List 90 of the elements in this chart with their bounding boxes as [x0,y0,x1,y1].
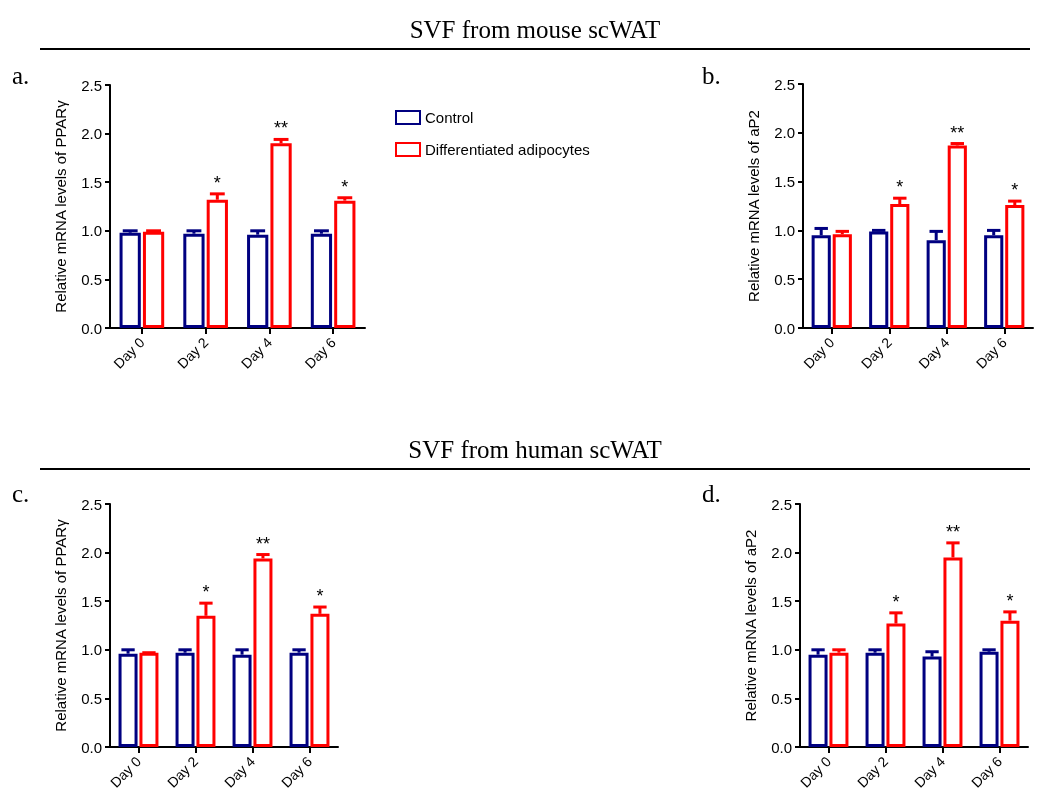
y-tick-label: 0.5 [81,270,102,288]
x-tick-label: Day 0 [797,753,835,791]
x-tick-label: Day 0 [107,753,145,791]
y-tick-label: 1.0 [81,222,102,240]
y-tick-label: 1.5 [771,592,792,610]
x-tick-label: Day 6 [301,334,339,372]
bar [118,653,138,747]
chart-subtitle: a. [12,62,30,90]
x-tick-label: Day 2 [857,334,896,372]
y-axis-title: Relative mRNA levels of PPARγ [52,518,69,732]
bar [183,233,205,328]
bar [979,651,999,747]
y-tick-label: 0.0 [774,319,795,337]
chart-subtitle: b. [702,62,721,90]
y-tick-label: 2.0 [81,125,102,143]
bar [289,652,309,747]
bar [334,200,356,328]
bar [310,613,330,747]
y-tick-label: 2.5 [771,495,792,513]
chart-subtitle: c. [12,480,30,508]
bar [139,652,159,747]
annotation: ** [945,521,960,542]
bar [808,654,828,747]
y-tick-label: 0.0 [81,738,102,756]
bar [1005,205,1025,328]
bar [865,652,885,747]
annotation: ** [274,118,289,139]
y-tick-label: 0.5 [774,270,795,288]
y-axis-title: Relative mRNA levels of aP2 [742,529,759,722]
annotation: * [202,582,210,603]
bar [119,232,141,328]
y-tick-label: 2.5 [81,76,102,94]
y-tick-label: 1.0 [771,641,792,659]
bar [253,558,273,747]
text: SVF from mouse scWAT [408,15,662,45]
annotation: * [341,176,349,197]
legend-label: Control [425,109,474,126]
y-tick-label: 1.5 [81,173,102,191]
y-tick-label: 0.5 [771,689,792,707]
y-tick-label: 2.0 [771,544,792,562]
legend-label: Differentiated adipocytes [425,141,590,158]
annotation: * [1011,180,1019,201]
x-tick-label: Day 2 [174,334,212,372]
bar [142,231,165,328]
x-tick-label: Day 2 [164,753,202,791]
x-tick-label: Day 0 [110,334,148,372]
y-tick-label: 0.0 [771,738,792,756]
y-axis-title: Relative mRNA levels of aP2 [745,110,762,302]
y-tick-label: 2.0 [774,124,795,142]
y-tick-label: 0.5 [81,689,102,707]
x-tick-label: Day 4 [237,334,276,372]
y-tick-label: 1.0 [774,221,795,239]
bar [832,234,852,328]
y-tick-label: 2.0 [81,544,102,562]
annotation: ** [950,122,965,143]
annotation: * [892,591,900,612]
bar [922,656,942,747]
x-tick-label: Day 6 [968,753,1006,791]
annotation: ** [255,533,270,554]
annotation: * [213,172,221,193]
bar [270,143,292,328]
x-tick-label: Day 4 [221,753,259,791]
bar [947,145,967,328]
bar [206,199,228,328]
bar [310,233,333,328]
bar [984,235,1004,328]
x-tick-label: Day 0 [800,334,838,372]
annotation: * [316,586,324,607]
y-tick-label: 1.5 [774,173,795,191]
bar [829,652,849,747]
bar [232,654,252,747]
x-tick-label: Day 2 [854,753,892,791]
x-tick-label: Day 4 [915,334,953,372]
y-tick-label: 2.5 [81,495,102,513]
y-tick-label: 1.5 [81,592,102,610]
y-tick-label: 2.5 [774,75,795,93]
x-tick-label: Day 4 [911,753,949,791]
y-tick-label: 0.0 [81,319,102,337]
annotation: * [1006,590,1014,611]
bar [175,652,195,747]
x-tick-label: Day 6 [278,753,316,791]
bar [890,204,910,328]
x-tick-label: Day 6 [972,334,1011,372]
chart-subtitle: d. [702,480,721,508]
y-tick-label: 1.0 [81,641,102,659]
bar [869,231,889,328]
bar [247,234,269,328]
text: SVF from human scWAT [407,435,663,465]
annotation: * [896,177,904,198]
y-axis-title: Relative mRNA levels of PPARγ [52,99,69,313]
